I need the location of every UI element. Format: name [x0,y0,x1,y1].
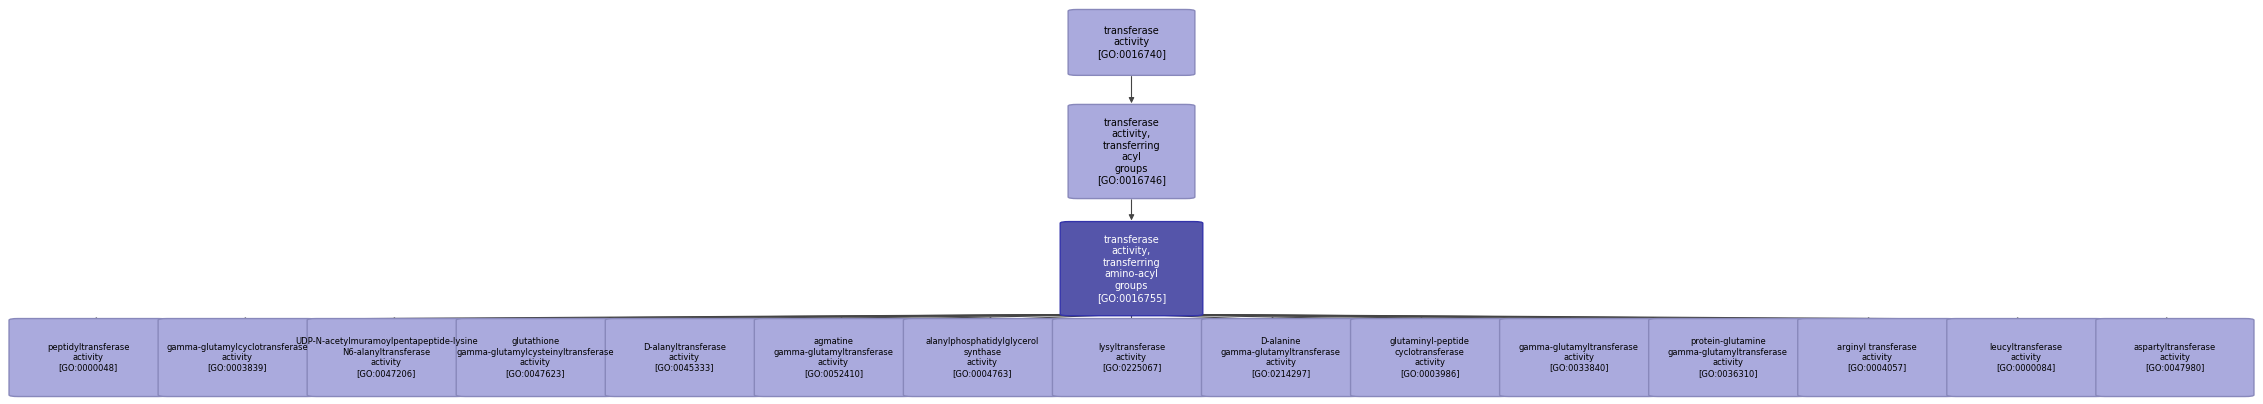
Text: transferase
activity
[GO:0016740]: transferase activity [GO:0016740] [1098,26,1165,59]
Text: glutaminyl-peptide
cyclotransferase
activity
[GO:0003986]: glutaminyl-peptide cyclotransferase acti… [1389,337,1469,378]
FancyBboxPatch shape [1797,318,1955,397]
Text: transferase
activity,
transferring
amino-acyl
groups
[GO:0016755]: transferase activity, transferring amino… [1098,235,1165,303]
FancyBboxPatch shape [308,318,466,397]
Text: peptidyltransferase
activity
[GO:0000048]: peptidyltransferase activity [GO:0000048… [48,343,129,372]
Text: aspartyltransferase
activity
[GO:0047980]: aspartyltransferase activity [GO:0047980… [2134,343,2215,372]
Text: alanylphosphatidylglycerol
synthase
activity
[GO:0004763]: alanylphosphatidylglycerol synthase acti… [926,337,1039,378]
FancyBboxPatch shape [1351,318,1509,397]
FancyBboxPatch shape [1202,318,1360,397]
Text: protein-glutamine
gamma-glutamyltransferase
activity
[GO:0036310]: protein-glutamine gamma-glutamyltransfer… [1668,337,1788,378]
Text: agmatine
gamma-glutamyltransferase
activity
[GO:0052410]: agmatine gamma-glutamyltransferase activ… [774,337,894,378]
Text: transferase
activity,
transferring
acyl
groups
[GO:0016746]: transferase activity, transferring acyl … [1098,118,1165,185]
FancyBboxPatch shape [2096,318,2254,397]
FancyBboxPatch shape [1500,318,1659,397]
FancyBboxPatch shape [903,318,1061,397]
FancyBboxPatch shape [1068,105,1195,199]
Text: arginyl transferase
activity
[GO:0004057]: arginyl transferase activity [GO:0004057… [1838,343,1917,372]
Text: glutathione
gamma-glutamylcysteinyltransferase
activity
[GO:0047623]: glutathione gamma-glutamylcysteinyltrans… [457,337,613,378]
Text: UDP-N-acetylmuramoylpentapeptide-lysine
N6-alanyltransferase
activity
[GO:004720: UDP-N-acetylmuramoylpentapeptide-lysine … [294,337,477,378]
FancyBboxPatch shape [754,318,912,397]
Text: gamma-glutamylcyclotransferase
activity
[GO:0003839]: gamma-glutamylcyclotransferase activity … [165,343,308,372]
Text: D-alanine
gamma-glutamyltransferase
activity
[GO:0214297]: D-alanine gamma-glutamyltransferase acti… [1220,337,1340,378]
FancyBboxPatch shape [158,318,317,397]
Text: D-alanyltransferase
activity
[GO:0045333]: D-alanyltransferase activity [GO:0045333… [643,343,726,372]
Text: leucyltransferase
activity
[GO:0000084]: leucyltransferase activity [GO:0000084] [1989,343,2062,372]
Text: gamma-glutamyltransferase
activity
[GO:0033840]: gamma-glutamyltransferase activity [GO:0… [1518,343,1638,372]
FancyBboxPatch shape [604,318,763,397]
FancyBboxPatch shape [1059,221,1204,316]
FancyBboxPatch shape [457,318,613,397]
FancyBboxPatch shape [1068,9,1195,75]
FancyBboxPatch shape [1946,318,2105,397]
FancyBboxPatch shape [1052,318,1211,397]
FancyBboxPatch shape [1650,318,1806,397]
Text: lysyltransferase
activity
[GO:0225067]: lysyltransferase activity [GO:0225067] [1098,343,1165,372]
FancyBboxPatch shape [9,318,167,397]
